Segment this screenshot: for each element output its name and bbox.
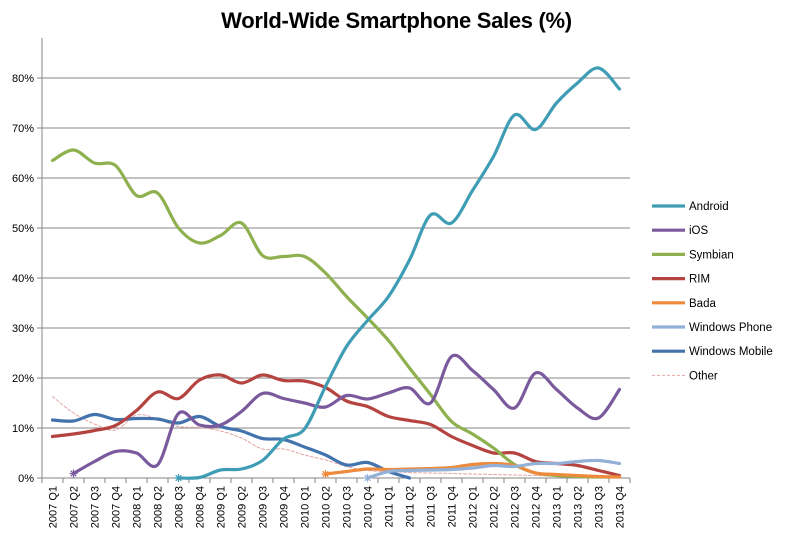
legend-item-windows-phone: Windows Phone: [652, 322, 772, 334]
x-tick-label: 2008 Q1: [132, 486, 144, 528]
series-start-marker-windows-phone: [363, 474, 372, 482]
legend-label: Bada: [689, 298, 716, 310]
x-tick-label: 2011 Q1: [384, 486, 396, 527]
series-line-windows-phone: [365, 458, 622, 480]
y-tick-label: 30%: [12, 323, 34, 335]
y-tick-label: 10%: [12, 423, 34, 435]
x-tick-label: 2009 Q3: [258, 486, 270, 528]
legend-label: Windows Mobile: [689, 346, 773, 358]
x-tick-label: 2007 Q3: [90, 486, 102, 528]
legend-item-ios: iOS: [652, 225, 709, 237]
series-line-bada: [323, 461, 622, 479]
legend-item-symbian: Symbian: [652, 249, 734, 261]
legend-item-other: Other: [652, 370, 718, 382]
x-tick-label: 2012 Q2: [489, 486, 501, 528]
chart-title: World-Wide Smartphone Sales (%): [221, 8, 572, 33]
series-lines: [50, 66, 622, 482]
legend-label: Symbian: [689, 249, 734, 261]
legend: Android iOS Symbian RIM Bada Windows Phone Win…: [652, 201, 773, 382]
x-tick-label: 2011 Q4: [447, 486, 459, 527]
legend-label: Windows Phone: [689, 322, 772, 334]
marker-stroke: [70, 470, 77, 477]
x-tick-label: 2012 Q3: [510, 486, 522, 528]
y-tick-label: 20%: [12, 373, 34, 385]
x-tick-label: 2007 Q1: [48, 486, 60, 528]
x-tick-label: 2008 Q2: [153, 486, 165, 528]
marker-stroke: [364, 474, 371, 482]
x-tick-label: 2009 Q4: [279, 486, 291, 528]
series-start-marker-bada: [321, 470, 330, 478]
marker-stroke: [322, 470, 329, 478]
x-tick-label: 2007 Q2: [69, 486, 81, 528]
x-tick-label: 2013 Q4: [615, 486, 627, 528]
series-line-android: [176, 66, 622, 480]
x-tick-label: 2012 Q4: [531, 486, 543, 528]
x-tick-label: 2010 Q1: [300, 486, 312, 528]
y-tick-label: 50%: [12, 223, 34, 235]
x-tick-label: 2010 Q3: [342, 486, 354, 528]
x-tick-label: 2011 Q2: [405, 486, 417, 527]
y-tick-label: 40%: [12, 273, 34, 285]
x-tick-label: 2013 Q3: [594, 486, 606, 528]
legend-label: Android: [689, 201, 729, 213]
legend-label: RIM: [689, 274, 710, 286]
legend-item-bada: Bada: [652, 298, 716, 310]
x-tick-label: 2009 Q2: [237, 486, 249, 528]
y-tick-label: 60%: [12, 173, 34, 185]
x-tick-label: 2007 Q4: [111, 486, 123, 528]
x-tick-label: 2011 Q3: [426, 486, 438, 527]
y-tick-label: 0%: [18, 473, 34, 485]
legend-item-windows-mobile: Windows Mobile: [652, 346, 773, 358]
x-tick-label: 2012 Q1: [468, 486, 480, 528]
series-line-rim: [50, 373, 622, 478]
x-tick-label: 2013 Q2: [573, 486, 585, 528]
x-tick-label: 2008 Q4: [195, 486, 207, 528]
axes: [37, 38, 631, 483]
legend-label: Other: [689, 370, 718, 382]
x-tick-label: 2013 Q1: [552, 486, 564, 528]
y-tick-label: 70%: [12, 123, 34, 135]
x-tick-label: 2010 Q4: [363, 486, 375, 528]
legend-item-rim: RIM: [652, 274, 710, 286]
legend-label: iOS: [689, 225, 709, 237]
series-start-marker-ios: [69, 469, 78, 478]
y-axis-tick-labels: 0% 10% 20% 30% 40% 50% 60% 70% 80%: [12, 73, 34, 485]
x-tick-label: 2008 Q3: [174, 486, 186, 528]
series-start-marker-android: [174, 474, 183, 482]
marker-stroke: [175, 474, 182, 482]
x-tick-label: 2009 Q1: [216, 486, 228, 528]
legend-item-android: Android: [652, 201, 729, 213]
x-tick-label: 2010 Q2: [321, 486, 333, 528]
series-line-windows-mobile: [50, 412, 412, 480]
series-line-other: [52, 396, 620, 478]
x-axis-tick-labels: 2007 Q1 2007 Q2 2007 Q3 2007 Q4 2008 Q1 2008 …: [48, 486, 627, 528]
y-tick-label: 80%: [12, 73, 34, 85]
series-line-ios: [71, 353, 622, 476]
